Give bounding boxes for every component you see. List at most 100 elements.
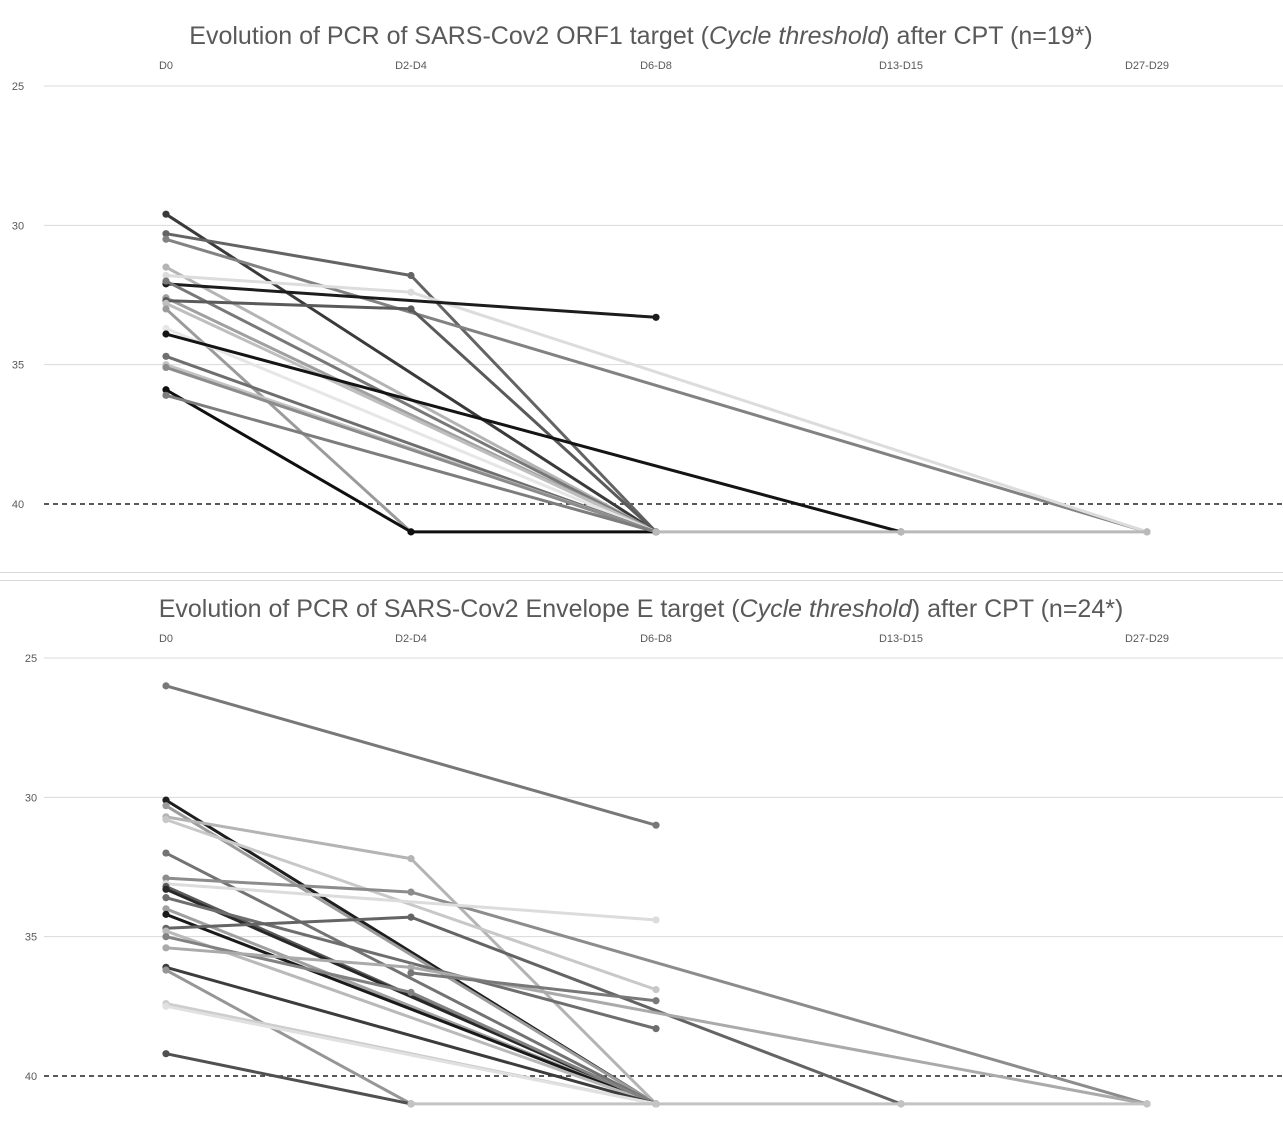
orf1-data-point — [652, 528, 660, 536]
envelope-x-category-label: D0 — [159, 633, 173, 645]
orf1-data-point — [162, 305, 170, 313]
orf1-series-line — [164, 237, 1149, 534]
envelope-series-line — [164, 912, 658, 1106]
envelope-series-line — [164, 804, 658, 1106]
envelope-data-point — [162, 944, 170, 952]
orf1-title-prefix: Evolution of PCR of SARS-Cov2 ORF1 targe… — [189, 22, 709, 50]
envelope-series-line — [164, 882, 658, 922]
envelope-y-tick-label: 25 — [25, 653, 37, 665]
envelope-series — [407, 1100, 1151, 1108]
orf1-title-italic: Cycle threshold — [709, 22, 882, 50]
envelope-y-tick-label: 30 — [25, 792, 37, 804]
envelope-chart-panel: Evolution of PCR of SARS-Cov2 Envelope E… — [0, 580, 1283, 1133]
envelope-series-line — [164, 968, 413, 1106]
orf1-data-point — [162, 271, 170, 280]
envelope-series — [162, 1050, 415, 1108]
envelope-x-category-label: D27-D29 — [1125, 633, 1169, 645]
envelope-series-line — [164, 684, 658, 827]
envelope-x-category-label: D6-D8 — [640, 633, 672, 645]
envelope-series-line — [164, 818, 658, 992]
orf1-data-point — [652, 313, 660, 321]
orf1-data-point — [897, 528, 905, 536]
orf1-data-point — [407, 288, 415, 296]
envelope-x-category-label: D2-D4 — [395, 633, 427, 645]
envelope-data-point — [162, 849, 170, 857]
envelope-chart-title: Evolution of PCR of SARS-Cov2 Envelope E… — [159, 595, 1124, 623]
orf1-series-line — [164, 332, 903, 534]
envelope-series — [407, 969, 660, 1005]
envelope-y-tick-label: 35 — [25, 932, 37, 944]
envelope-series — [162, 813, 660, 1108]
envelope-data-point — [162, 874, 170, 882]
orf1-data-point — [407, 528, 415, 536]
envelope-data-point — [162, 894, 170, 902]
orf1-series — [162, 271, 1151, 536]
envelope-series — [162, 966, 415, 1108]
orf1-y-tick-label: 25 — [12, 81, 24, 93]
envelope-data-point — [407, 969, 415, 977]
envelope-data-point — [162, 1002, 170, 1010]
orf1-series-line — [164, 393, 658, 534]
envelope-y-tick-label: 40 — [25, 1071, 37, 1083]
envelope-data-point — [652, 821, 660, 829]
orf1-series — [652, 528, 1151, 536]
envelope-data-point — [407, 1100, 415, 1108]
orf1-data-point — [162, 235, 170, 243]
envelope-data-point — [162, 910, 170, 918]
orf1-series — [162, 305, 415, 536]
envelope-series — [162, 682, 660, 829]
orf1-series-line — [164, 365, 658, 534]
envelope-data-point — [652, 916, 660, 924]
envelope-data-point — [652, 986, 660, 994]
envelope-data-point — [162, 816, 170, 824]
orf1-x-category-label: D6-D8 — [640, 60, 672, 72]
envelope-data-point — [407, 963, 415, 971]
envelope-data-point — [162, 802, 170, 810]
envelope-data-point — [162, 1050, 170, 1058]
envelope-data-point — [652, 1100, 660, 1108]
orf1-data-point — [162, 352, 170, 360]
orf1-series-line — [164, 301, 658, 534]
orf1-data-point — [162, 277, 170, 285]
envelope-series — [162, 963, 660, 1108]
envelope-x-category-label: D13-D15 — [879, 633, 923, 645]
envelope-series — [162, 816, 660, 994]
envelope-data-point — [407, 888, 415, 896]
envelope-data-point — [162, 927, 170, 935]
orf1-data-point — [162, 324, 170, 333]
envelope-data-point — [897, 1100, 905, 1108]
envelope-data-point — [652, 1025, 660, 1033]
envelope-title-prefix: Evolution of PCR of SARS-Cov2 Envelope E… — [159, 595, 741, 623]
orf1-series — [162, 299, 660, 536]
envelope-data-point — [407, 855, 415, 863]
orf1-data-point — [162, 391, 170, 399]
orf1-chart-title: Evolution of PCR of SARS-Cov2 ORF1 targe… — [189, 22, 1092, 50]
orf1-series — [162, 280, 660, 321]
envelope-data-point — [652, 997, 660, 1005]
envelope-chart: Evolution of PCR of SARS-Cov2 Envelope E… — [25, 595, 1283, 1108]
orf1-x-category-label: D13-D15 — [879, 60, 923, 72]
envelope-data-point — [162, 796, 170, 804]
orf1-data-point — [162, 263, 170, 271]
envelope-data-point — [162, 966, 170, 974]
orf1-x-category-label: D0 — [159, 60, 173, 72]
envelope-series — [162, 944, 1151, 1108]
envelope-series-line — [164, 851, 658, 1106]
orf1-y-tick-label: 30 — [12, 220, 24, 232]
envelope-series-line — [164, 965, 658, 1106]
envelope-series-line — [164, 1052, 413, 1106]
envelope-data-point — [407, 913, 415, 921]
orf1-series — [162, 330, 905, 536]
orf1-title-suffix: ) after CPT (n=19*) — [881, 22, 1092, 50]
envelope-series — [162, 894, 660, 1033]
envelope-data-point — [162, 885, 170, 893]
envelope-title-suffix: ) after CPT (n=24*) — [912, 595, 1123, 623]
orf1-chart: Evolution of PCR of SARS-Cov2 ORF1 targe… — [12, 22, 1283, 536]
orf1-data-point — [162, 230, 170, 238]
envelope-data-point — [407, 988, 415, 996]
envelope-series-line — [409, 971, 658, 1003]
orf1-series-line — [164, 279, 658, 534]
envelope-series-line — [164, 896, 658, 1031]
orf1-x-category-label: D2-D4 — [395, 60, 427, 72]
orf1-data-point — [162, 363, 170, 372]
